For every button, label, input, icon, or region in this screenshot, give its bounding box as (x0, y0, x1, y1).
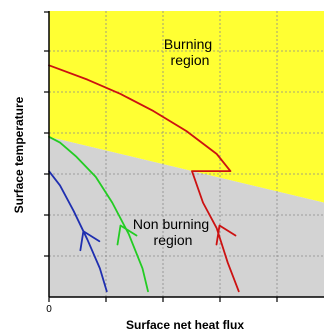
x-tick-label-0: 0 (46, 304, 52, 315)
non-burning-region-label: Non burning region (133, 216, 213, 248)
burning-region (49, 11, 324, 203)
x-axis-title: Surface net heat flux (126, 318, 244, 332)
grid-layer (49, 11, 324, 297)
non-burning-region-label-line-2: region (154, 232, 193, 248)
red-arrow-head (215, 224, 237, 246)
green-arrow-head (116, 224, 138, 246)
burning-region-label-line-1: Burning (164, 36, 212, 52)
axes-layer (44, 11, 324, 302)
non-burning-region (49, 136, 324, 297)
blue-trajectory-line (48, 170, 108, 293)
burning-region-label-line-2: region (171, 52, 210, 68)
non-burning-region-label-line-1: Non burning (133, 216, 209, 232)
green-trajectory-line (48, 135, 149, 293)
burning-region-label: Burning region (164, 36, 216, 68)
series-layer (48, 64, 240, 293)
blue-arrow-head (79, 230, 101, 252)
regions-layer (49, 11, 324, 297)
y-axis-title: Surface temperature (12, 96, 26, 213)
